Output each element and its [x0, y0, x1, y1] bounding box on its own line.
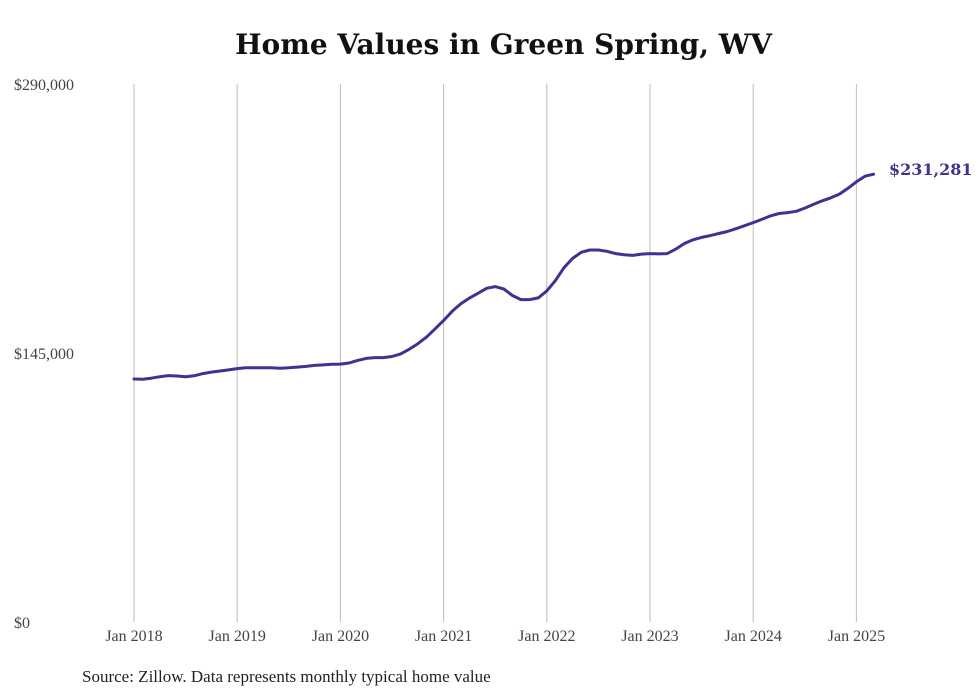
source-note: Source: Zillow. Data represents monthly … — [82, 667, 491, 686]
series-line — [132, 172, 876, 381]
y-tick-label: $0 — [14, 615, 30, 632]
y-tick-label: $145,000 — [14, 346, 74, 363]
x-tick-label: Jan 2020 — [312, 628, 369, 645]
x-tick-label: Jan 2019 — [209, 628, 266, 645]
x-tick-label: Jan 2023 — [621, 628, 678, 645]
x-tick-label: Jan 2022 — [518, 628, 575, 645]
y-tick-label: $290,000 — [14, 77, 74, 94]
chart-title: Home Values in Green Spring, WV — [235, 28, 772, 61]
x-tick-label: Jan 2024 — [725, 628, 782, 645]
x-tick-label: Jan 2021 — [415, 628, 472, 645]
end-value-label: $231,281 — [889, 160, 973, 179]
x-tick-label: Jan 2018 — [105, 628, 162, 645]
x-tick-label: Jan 2025 — [828, 628, 885, 645]
